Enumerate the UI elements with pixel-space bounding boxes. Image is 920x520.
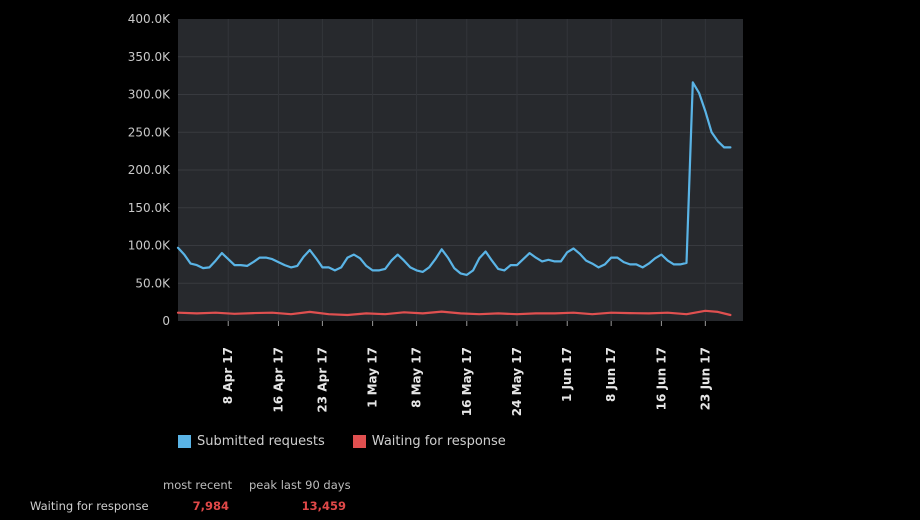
stats-header-peak: peak last 90 days bbox=[249, 478, 351, 492]
y-tick-label: 100.0K bbox=[128, 239, 171, 253]
y-tick-label: 200.0K bbox=[128, 163, 171, 177]
legend: Submitted requests Waiting for response bbox=[178, 434, 506, 449]
x-tick-label: 23 Jun 17 bbox=[698, 347, 712, 410]
x-tick-label: 1 Jun 17 bbox=[560, 347, 574, 402]
series-lines bbox=[176, 81, 732, 317]
stats-row-label: Waiting for response bbox=[30, 499, 149, 513]
stats-header-most-recent: most recent bbox=[163, 478, 233, 492]
chart: 0 50.0K 100.0K 150.0K 200.0K 250.0K 300.0K 350.… bbox=[128, 12, 743, 416]
legend-label-submitted: Submitted requests bbox=[197, 434, 325, 449]
x-tick-label: 8 Jun 17 bbox=[604, 347, 618, 402]
y-tick-label: 350.0K bbox=[128, 50, 171, 64]
legend-swatch-submitted bbox=[178, 435, 191, 448]
series-line-submitted-requests bbox=[176, 81, 732, 276]
y-tick-label: 400.0K bbox=[128, 12, 171, 26]
x-tick-label: 8 Apr 17 bbox=[221, 347, 235, 404]
stats-table: most recent peak last 90 days Waiting fo… bbox=[0, 478, 920, 518]
x-tick-label: 8 May 17 bbox=[410, 347, 424, 408]
series-line-waiting-for-response bbox=[176, 309, 732, 317]
x-tick-label: 1 May 17 bbox=[366, 347, 380, 408]
y-axis-ticks: 0 50.0K 100.0K 150.0K 200.0K 250.0K 300.0K 350.… bbox=[128, 12, 171, 328]
y-tick-label: 50.0K bbox=[135, 276, 171, 290]
x-tick-label: 24 May 17 bbox=[510, 347, 524, 416]
stats-peak-value: 13,459 bbox=[301, 499, 346, 513]
y-tick-label: 150.0K bbox=[128, 201, 171, 215]
y-tick-label: 250.0K bbox=[128, 125, 171, 139]
x-axis-ticks: 8 Apr 17 16 Apr 17 23 Apr 17 1 May 17 8 May … bbox=[221, 321, 712, 416]
y-tick-label: 300.0K bbox=[128, 88, 171, 102]
legend-item-submitted[interactable]: Submitted requests bbox=[178, 434, 325, 449]
legend-label-waiting: Waiting for response bbox=[371, 434, 506, 449]
x-tick-label: 16 Jun 17 bbox=[654, 347, 668, 410]
x-tick-label: 16 Apr 17 bbox=[271, 347, 285, 413]
legend-item-waiting[interactable]: Waiting for response bbox=[352, 434, 506, 449]
x-tick-label: 23 Apr 17 bbox=[315, 347, 329, 413]
stats-most-recent-value: 7,984 bbox=[192, 499, 229, 513]
x-tick-label: 16 May 17 bbox=[460, 347, 474, 416]
y-tick-label: 0 bbox=[162, 314, 170, 328]
legend-swatch-waiting bbox=[352, 435, 366, 448]
